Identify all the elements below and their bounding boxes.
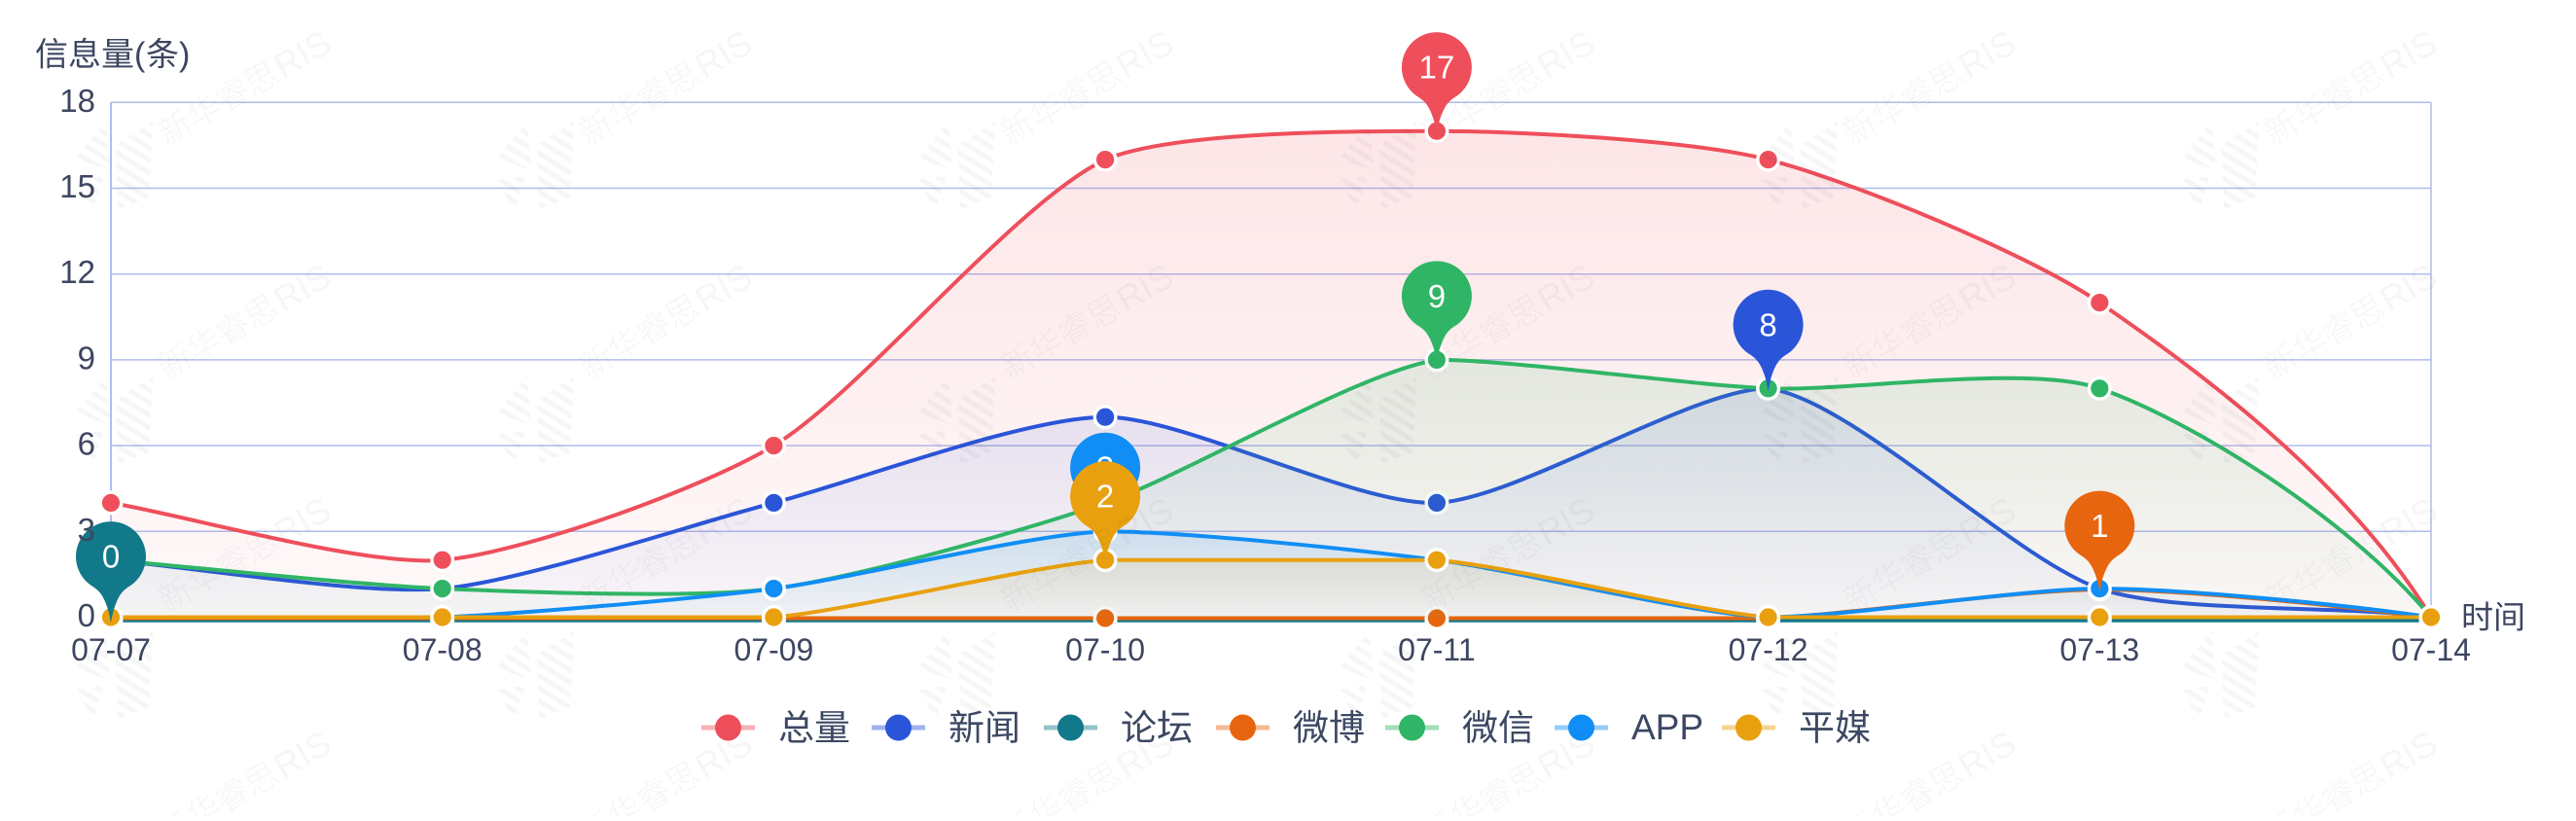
svg-text:12: 12 xyxy=(59,254,95,290)
svg-text:9: 9 xyxy=(1428,278,1446,314)
svg-text:2: 2 xyxy=(1096,479,1114,515)
svg-text:): ) xyxy=(179,37,190,74)
svg-text:8: 8 xyxy=(1759,306,1776,342)
svg-text:17: 17 xyxy=(1419,50,1455,86)
svg-text:APP: APP xyxy=(1631,707,1703,747)
svg-text:(: ( xyxy=(134,37,146,74)
svg-text:07-14: 07-14 xyxy=(2391,632,2471,667)
svg-text:0: 0 xyxy=(102,539,120,575)
svg-text:9: 9 xyxy=(78,339,95,375)
svg-text:18: 18 xyxy=(59,83,95,119)
svg-text:0: 0 xyxy=(78,597,95,633)
svg-text:1: 1 xyxy=(2091,508,2108,544)
svg-text:07-09: 07-09 xyxy=(733,632,813,667)
svg-text:07-10: 07-10 xyxy=(1065,632,1145,667)
svg-text:07-13: 07-13 xyxy=(2059,632,2139,667)
svg-text:3: 3 xyxy=(78,512,95,548)
svg-text:07-08: 07-08 xyxy=(403,632,483,667)
